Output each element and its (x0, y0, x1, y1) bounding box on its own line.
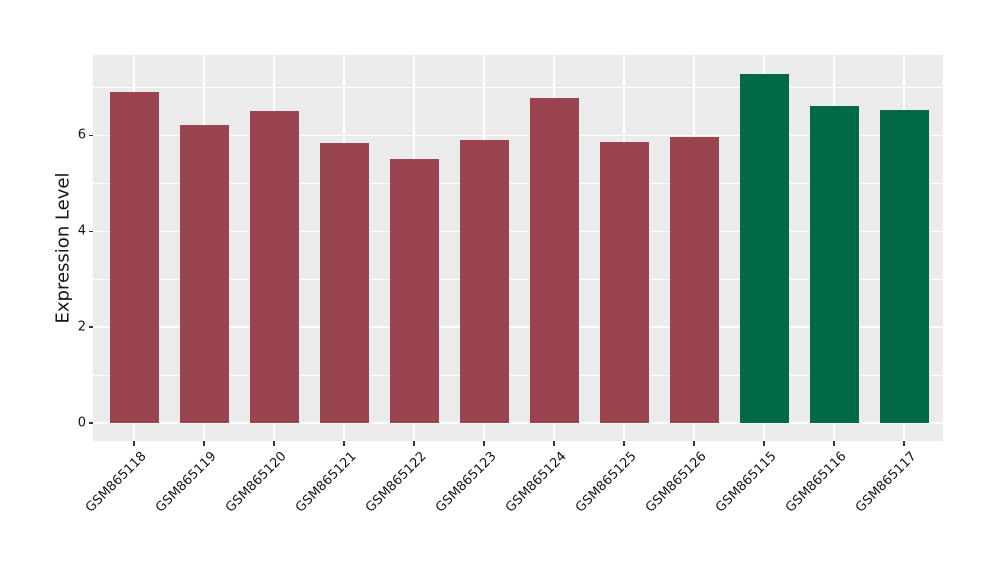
y-tick-label-4: 4 (77, 223, 86, 239)
x-tick-mark-GSM865115 (763, 441, 765, 446)
y-tick-label-6: 6 (77, 127, 86, 143)
x-tick-label-GSM865119: GSM865119 (153, 449, 220, 516)
bar-GSM865120 (249, 111, 299, 423)
x-tick-label-GSM865123: GSM865123 (433, 449, 500, 516)
x-tick-label-GSM865118: GSM865118 (83, 449, 150, 516)
gridline-minor-y7 (93, 87, 943, 88)
bar-GSM865117 (879, 110, 929, 423)
x-tick-mark-GSM865125 (623, 441, 625, 446)
x-tick-label-GSM865120: GSM865120 (223, 449, 290, 516)
x-tick-label-GSM865124: GSM865124 (503, 449, 570, 516)
gridline-minor-y5 (93, 182, 943, 184)
gridline-minor-y3 (93, 278, 943, 280)
y-tick-label-2: 2 (77, 319, 86, 335)
x-tick-mark-GSM865117 (903, 441, 905, 446)
x-tick-label-GSM865121: GSM865121 (293, 449, 360, 516)
gridline-major-y2 (93, 326, 943, 328)
x-tick-label-GSM865122: GSM865122 (363, 449, 430, 516)
x-tick-mark-GSM865120 (273, 441, 275, 446)
bar-GSM865121 (319, 142, 369, 423)
bar-GSM865123 (459, 139, 509, 423)
bar-GSM865124 (529, 98, 579, 423)
bar-GSM865125 (599, 141, 649, 423)
x-tick-label-GSM865117: GSM865117 (853, 449, 920, 516)
y-tick-mark-2 (88, 326, 93, 328)
bar-GSM865119 (179, 124, 229, 423)
bar-GSM865116 (809, 106, 859, 423)
x-tick-mark-GSM865123 (483, 441, 485, 446)
gridline-major-y6 (93, 134, 943, 137)
x-tick-mark-GSM865119 (203, 441, 205, 446)
bar-GSM865118 (109, 92, 159, 423)
x-tick-mark-GSM865122 (413, 441, 415, 446)
bar-GSM865122 (389, 158, 439, 423)
x-tick-label-GSM865115: GSM865115 (713, 449, 780, 516)
x-tick-mark-GSM865126 (693, 441, 695, 446)
x-tick-label-GSM865116: GSM865116 (783, 449, 850, 516)
bar-GSM865115 (739, 74, 789, 423)
y-axis-title: Expression Level (52, 172, 74, 324)
y-tick-label-0: 0 (77, 415, 86, 431)
gridline-major-y0 (93, 422, 943, 424)
x-tick-mark-GSM865116 (833, 441, 835, 446)
gridline-major-y4 (93, 230, 943, 232)
x-tick-mark-GSM865121 (343, 441, 345, 446)
y-tick-mark-0 (88, 422, 93, 424)
y-tick-mark-6 (88, 134, 93, 137)
y-tick-mark-4 (88, 230, 93, 232)
x-tick-mark-GSM865118 (133, 441, 135, 446)
bar-GSM865126 (669, 136, 719, 423)
x-tick-label-GSM865126: GSM865126 (643, 449, 710, 516)
gridline-minor-y1 (93, 374, 943, 376)
plot-panel (93, 55, 943, 441)
x-tick-mark-GSM865124 (553, 441, 555, 446)
x-tick-label-GSM865125: GSM865125 (573, 449, 640, 516)
